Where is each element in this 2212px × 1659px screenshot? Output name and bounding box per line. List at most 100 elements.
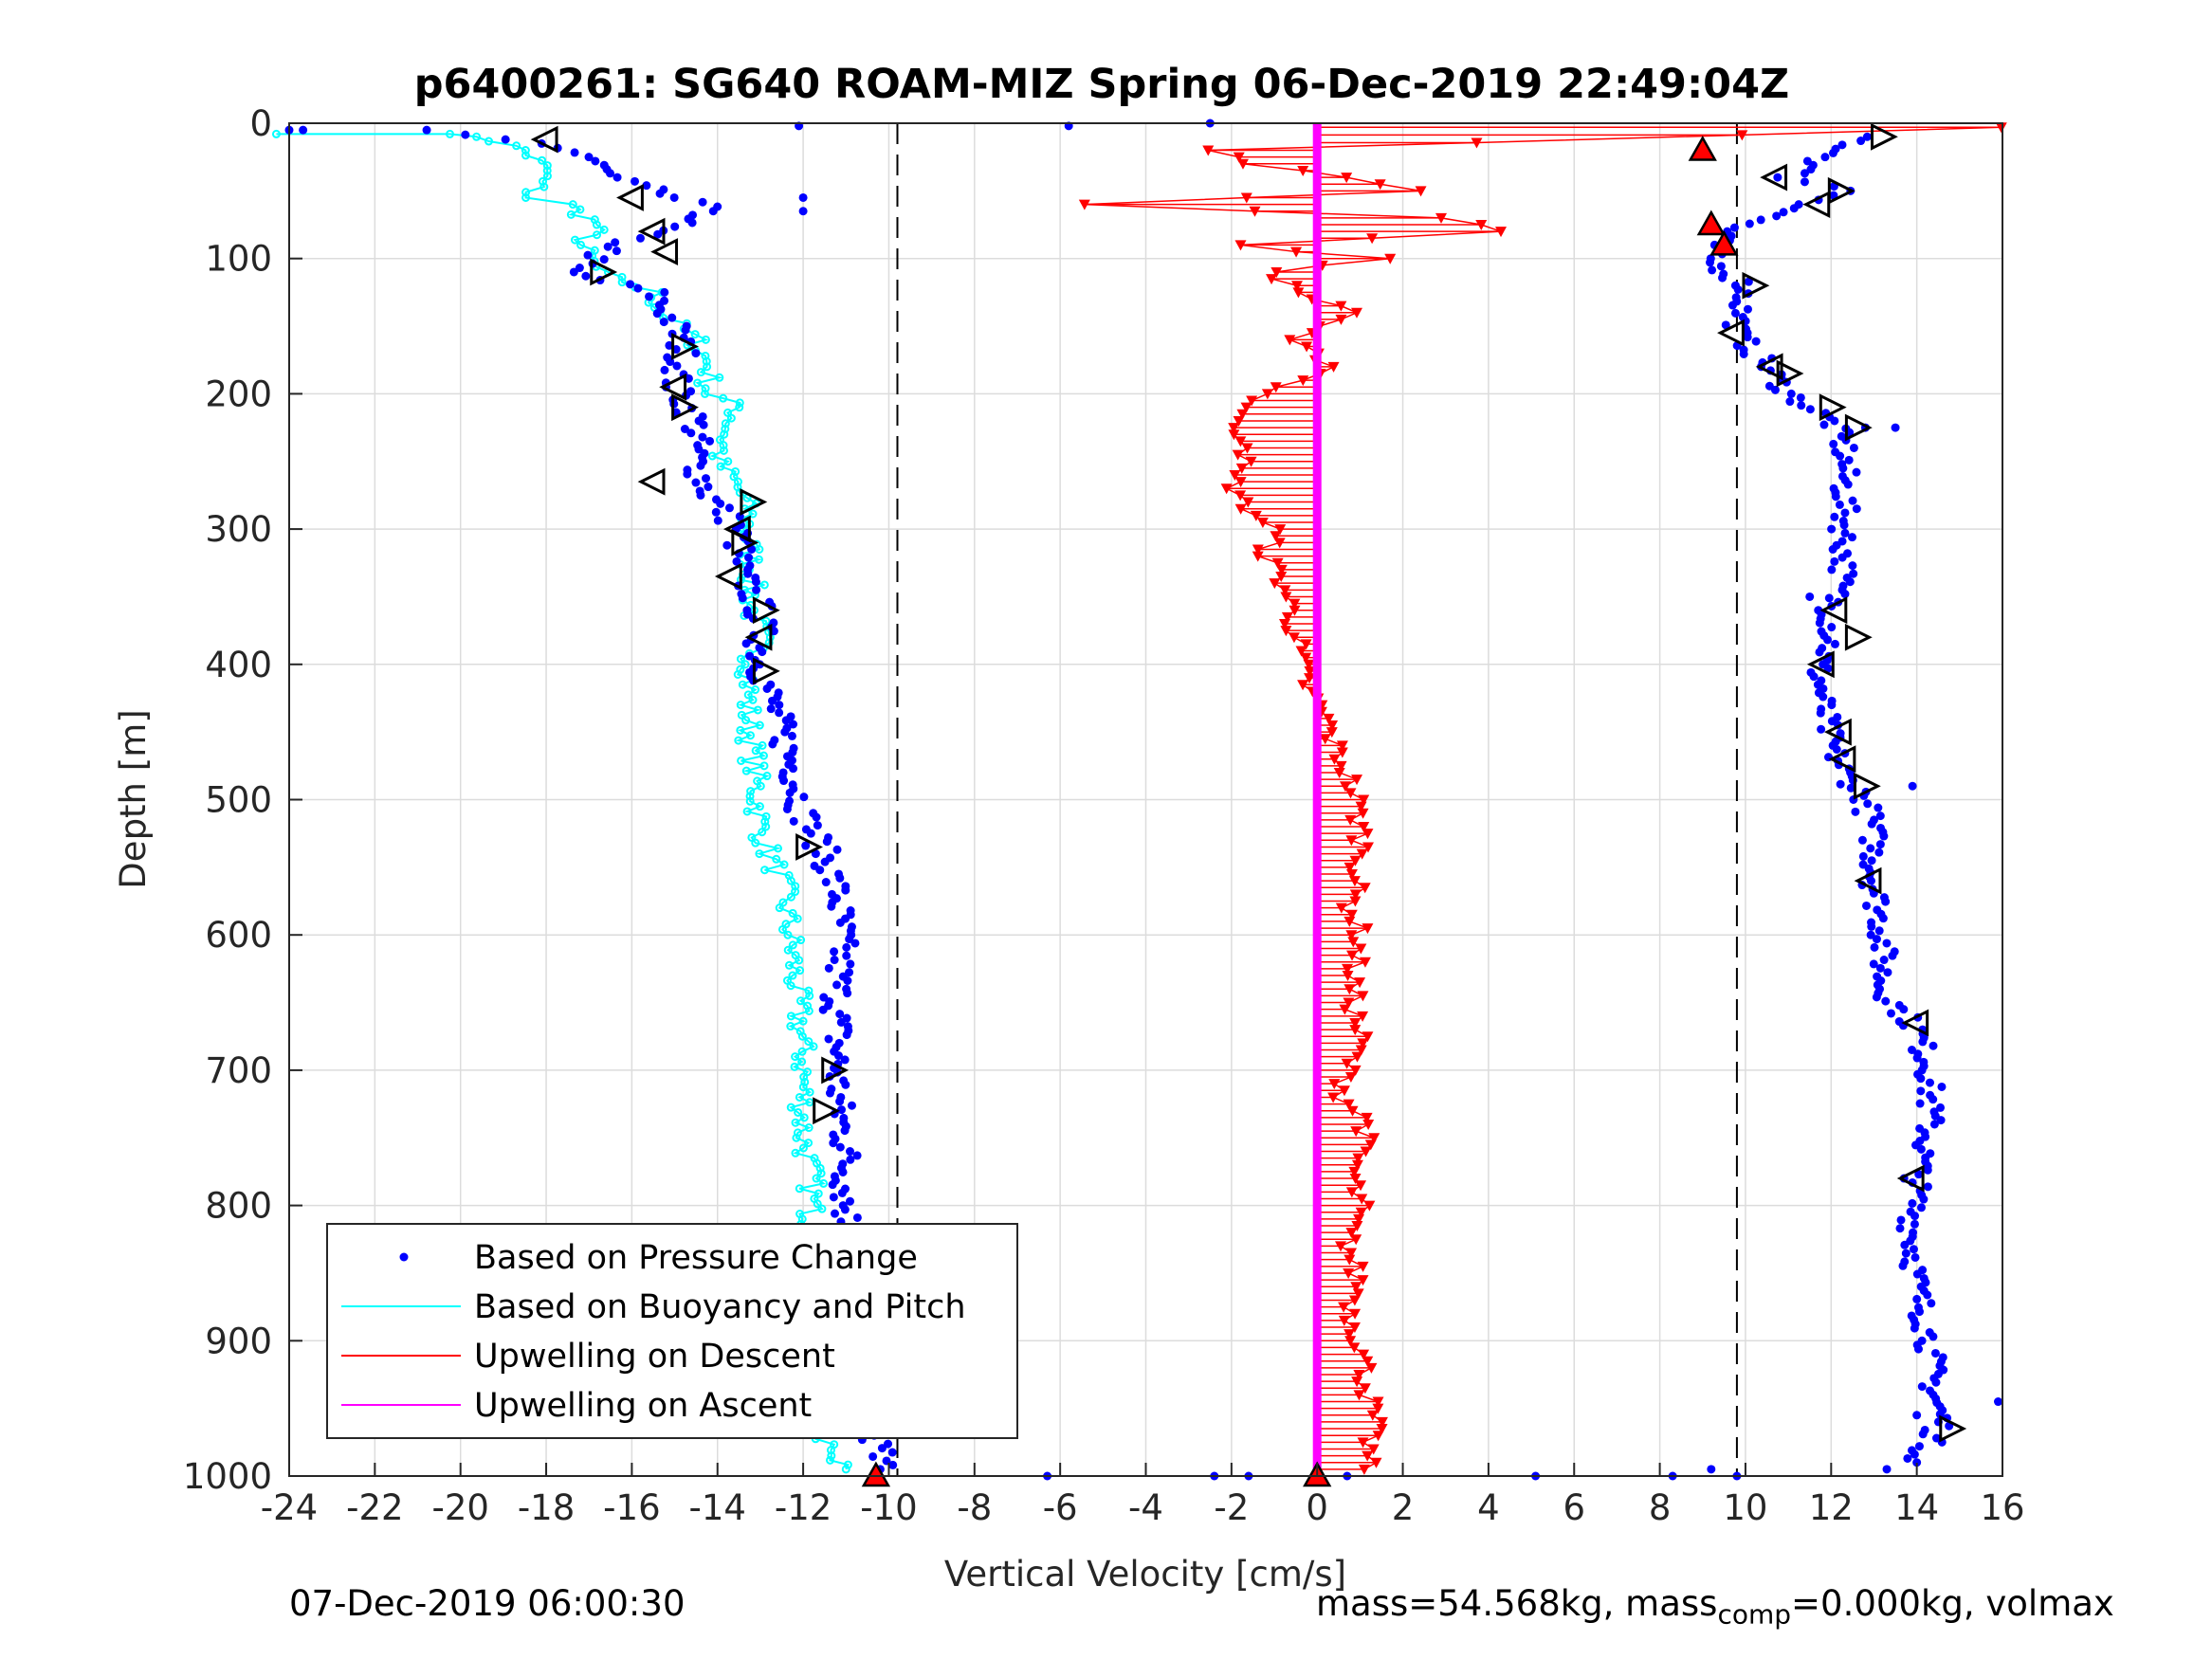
buoyancy-pitch-point: [793, 1128, 802, 1138]
direction-marker: [616, 184, 644, 211]
buoyancy-pitch-point: [759, 761, 769, 771]
pressure-change-point: [691, 349, 701, 358]
descent-upwelling-point: [1344, 984, 1356, 995]
pressure-change-point: [846, 1155, 855, 1164]
descent-upwelling-point: [1280, 592, 1292, 603]
descent-upwelling-point: [1229, 470, 1241, 482]
buoyancy-pitch-point: [753, 705, 762, 715]
descent-upwelling-point: [1280, 626, 1292, 637]
descent-upwelling-point: [1362, 829, 1374, 840]
buoyancy-pitch-point: [813, 1199, 822, 1209]
buoyancy-pitch-point: [803, 1001, 813, 1011]
descent-upwelling-point: [1355, 1180, 1367, 1192]
pressure-change-point: [847, 1101, 856, 1110]
pressure-change-point: [1827, 701, 1837, 710]
buoyancy-pitch-point: [755, 545, 764, 555]
descent-upwelling-point: [1368, 1133, 1380, 1144]
pressure-change-point: [829, 1193, 838, 1202]
descent-upwelling-point: [1273, 538, 1286, 549]
descent-upwelling-point: [1357, 1275, 1369, 1286]
pressure-change-point: [1835, 500, 1844, 509]
pressure-change-point: [667, 313, 677, 322]
descent-upwelling-point: [1351, 1159, 1363, 1171]
pressure-change-point: [1828, 148, 1837, 157]
legend-entry-label: Upwelling on Descent: [474, 1338, 835, 1376]
descent-upwelling-point: [1353, 1390, 1365, 1401]
buoyancy-pitch-point: [271, 129, 281, 138]
pressure-change-point: [422, 125, 431, 135]
timestamp-annotation: 07-Dec-2019 06:00:30: [289, 1583, 686, 1624]
buoyancy-pitch-point: [690, 330, 700, 339]
descent-upwelling-point: [1435, 212, 1448, 224]
pressure-change-point: [1820, 153, 1830, 162]
descent-upwelling-point: [1372, 1396, 1384, 1408]
descent-upwelling-point: [1249, 206, 1261, 217]
pressure-change-point: [1872, 993, 1881, 1002]
buoyancy-pitch-point: [729, 472, 739, 482]
descent-upwelling-point: [1242, 497, 1254, 508]
x-tick-label: -8: [957, 1487, 992, 1528]
pressure-change-point: [1815, 618, 1824, 628]
buoyancy-pitch-point: [740, 660, 750, 669]
pressure-change-outlier: [1912, 1411, 1922, 1420]
buoyancy-pitch-point: [701, 351, 710, 360]
pressure-change-point: [684, 374, 693, 383]
buoyancy-pitch-point: [542, 172, 552, 181]
pressure-change-point: [1912, 1294, 1922, 1304]
buoyancy-pitch-point: [748, 695, 758, 704]
pressure-change-point: [591, 156, 600, 166]
x-tick-label: 6: [1563, 1487, 1585, 1528]
pressure-change-point: [633, 283, 643, 293]
pressure-change-point: [1856, 137, 1866, 146]
descent-upwelling-point: [1279, 585, 1291, 596]
direction-marker: [1776, 359, 1804, 388]
pressure-change-point: [1875, 840, 1885, 849]
pressure-change-point: [1874, 803, 1883, 812]
buoyancy-pitch-point: [783, 945, 793, 955]
pressure-change-point: [1923, 1182, 1932, 1192]
descent-upwelling-point: [1345, 1248, 1358, 1259]
descent-upwelling-point: [1348, 1322, 1361, 1334]
pressure-change-point: [1910, 1212, 1920, 1221]
buoyancy-pitch-point: [731, 466, 740, 476]
pressure-change-point: [828, 1180, 837, 1190]
descent-upwelling-point: [1345, 835, 1358, 847]
buoyancy-pitch-point: [826, 1446, 835, 1455]
pressure-change-point: [702, 474, 711, 483]
buoyancy-pitch-point: [742, 807, 752, 816]
x-tick-label: 2: [1392, 1487, 1415, 1528]
direction-marker: [821, 1056, 850, 1085]
buoyancy-pitch-point: [762, 772, 772, 781]
descent-upwelling-point: [1362, 842, 1375, 853]
pressure-change-outlier: [798, 207, 808, 216]
pressure-change-point: [1809, 672, 1819, 682]
pressure-change-point: [821, 878, 831, 887]
pressure-change-point: [1910, 1219, 1919, 1229]
buoyancy-pitch-point: [797, 1047, 807, 1056]
direction-marker: [1823, 718, 1852, 746]
buoyancy-pitch-point: [786, 1022, 795, 1031]
pressure-change-point: [611, 238, 620, 247]
legend-entry-label: Based on Buoyancy and Pitch: [474, 1288, 966, 1326]
pressure-change-point: [1836, 779, 1845, 789]
direction-marker: [740, 488, 768, 516]
buoyancy-pitch-point: [786, 981, 795, 991]
x-tick-label: 8: [1649, 1487, 1672, 1528]
buoyancy-pitch-point: [804, 1006, 814, 1015]
pressure-change-point: [1867, 921, 1876, 931]
pressure-change-point: [660, 365, 669, 374]
descent-upwelling-point: [1303, 659, 1315, 670]
pressure-change-point: [830, 947, 839, 957]
buoyancy-pitch-point: [788, 971, 797, 980]
descent-upwelling-point: [1363, 1200, 1376, 1212]
buoyancy-pitch-point: [788, 908, 797, 918]
x-tick-label: -18: [518, 1487, 575, 1528]
pressure-change-point: [744, 553, 754, 562]
direction-marker: [637, 217, 666, 246]
mass-annotation: mass=54.568kg, masscomp=0.000kg, volmax: [1316, 1583, 2114, 1630]
pressure-change-point: [1797, 401, 1806, 410]
pressure-change-point: [1743, 304, 1752, 314]
pressure-change-point: [1848, 496, 1857, 505]
buoyancy-pitch-point: [815, 1163, 825, 1173]
pressure-change-point: [570, 148, 579, 157]
